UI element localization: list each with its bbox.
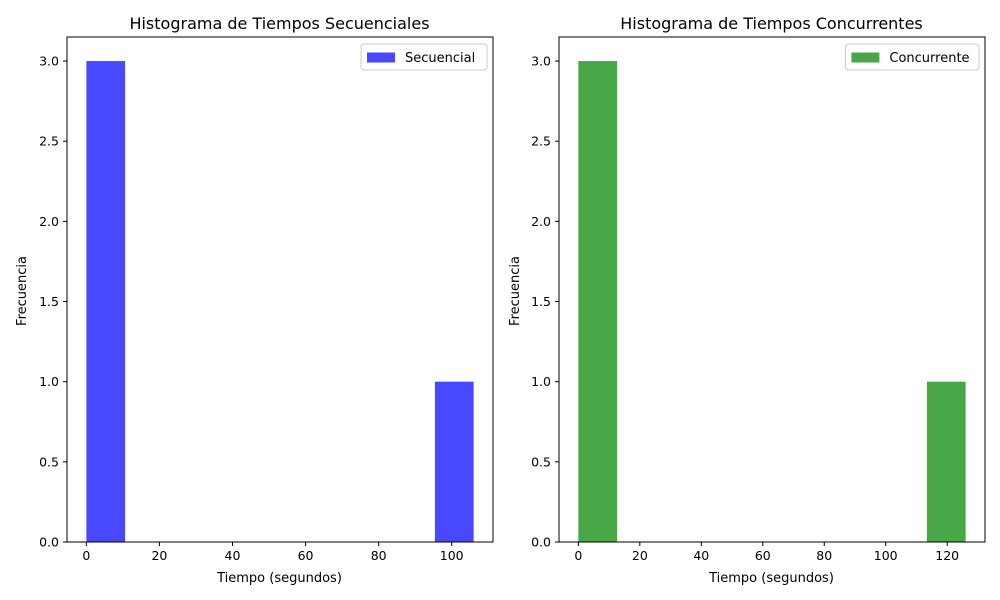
right-x-tick-label: 60 <box>755 548 771 563</box>
right-y-tick-label: 1.0 <box>531 374 551 389</box>
right-x-tick-label: 20 <box>632 548 648 563</box>
right-x-tick-label: 100 <box>874 548 898 563</box>
right-y-tick-label: 0.0 <box>531 535 551 550</box>
right-x-tick-label: 0 <box>574 548 582 563</box>
right-chart: Histograma de Tiempos Concurrentes 0 20 40… <box>508 14 986 586</box>
left-y-tick-label: 2.0 <box>39 214 59 229</box>
left-legend-box <box>360 43 488 71</box>
right-y-tick-label: 1.5 <box>531 294 551 309</box>
right-legend-box <box>844 43 980 71</box>
left-chart: Histograma de Tiempos Secuenciales 0 20 40… <box>15 14 494 586</box>
right-x-axis-label: Tiempo (segundos) <box>708 571 834 586</box>
left-x-tick-label: 60 <box>298 548 314 563</box>
right-x-tick-label: 40 <box>693 548 709 563</box>
left-y-tick-label: 2.5 <box>39 134 59 149</box>
right-y-tick-label: 2.0 <box>531 214 551 229</box>
left-y-tick-label: 1.5 <box>39 294 59 309</box>
left-y-tick-label: 0.5 <box>39 454 59 469</box>
left-x-tick-label: 100 <box>440 548 464 563</box>
left-chart-title: Histograma de Tiempos Secuenciales <box>129 14 429 33</box>
left-x-tick-label: 40 <box>225 548 241 563</box>
left-legend: Secuencial <box>360 43 488 71</box>
right-y-tick-label: 0.5 <box>531 454 551 469</box>
right-x-tick-label: 80 <box>816 548 832 563</box>
right-legend: Concurrente <box>844 43 980 71</box>
left-y-axis-label: Frecuencia <box>15 256 30 326</box>
left-x-axis-label: Tiempo (segundos) <box>216 571 342 586</box>
right-y-tick-label: 2.5 <box>531 134 551 149</box>
right-x-tick-label: 120 <box>935 548 959 563</box>
right-legend-label: Concurrente <box>889 51 969 66</box>
left-y-tick-label: 1.0 <box>39 374 59 389</box>
left-y-tick-label: 0.0 <box>39 535 59 550</box>
right-bar <box>926 381 966 542</box>
left-bar <box>86 61 126 543</box>
left-y-tick-label: 3.0 <box>39 54 59 69</box>
left-axes-frame <box>66 36 494 543</box>
left-x-tick-label: 0 <box>82 548 90 563</box>
left-bar <box>434 381 474 542</box>
left-x-tick-label: 80 <box>371 548 387 563</box>
right-axes-frame <box>558 36 986 543</box>
right-y-tick-label: 3.0 <box>531 54 551 69</box>
left-plot-area: 0 20 40 60 80 100 0.0 0.5 1.0 1.5 2.0 2.5 3.0 Secuenc… <box>39 36 494 563</box>
right-chart-title: Histograma de Tiempos Concurrentes <box>620 14 923 33</box>
right-bar <box>578 61 618 543</box>
left-legend-swatch <box>367 52 395 63</box>
right-y-axis-label: Frecuencia <box>508 256 523 326</box>
left-x-tick-label: 20 <box>151 548 167 563</box>
right-plot-area: 0 20 40 60 80 100 120 0.0 0.5 1.0 1.5 2.0 2.5 3.0 Conc… <box>531 36 986 563</box>
right-legend-swatch <box>851 52 880 63</box>
left-legend-label: Secuencial <box>405 51 475 66</box>
